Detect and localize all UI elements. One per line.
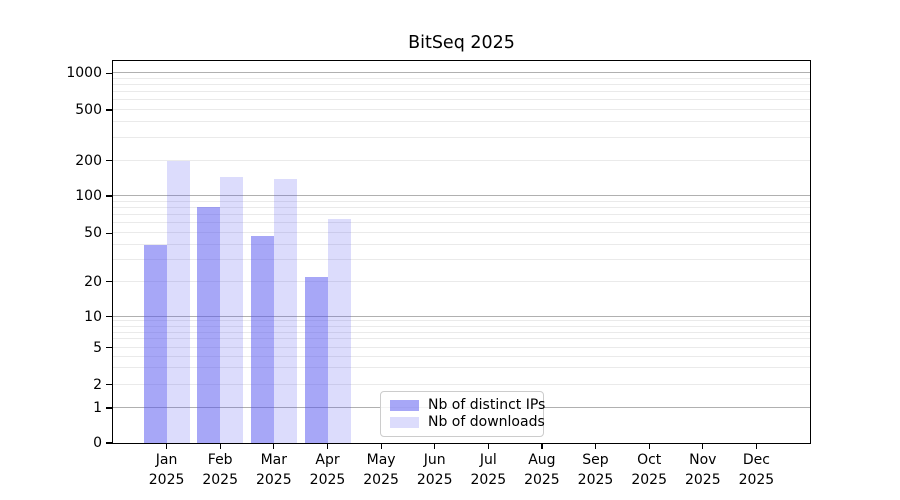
y-tick-mark [106,195,113,197]
y-tick-label: 0 [93,435,102,451]
bar-distinct-ips [143,244,167,443]
legend: Nb of distinct IPs Nb of downloads [380,391,545,437]
y-tick-mark [106,232,113,234]
y-gridline-minor [113,214,810,216]
y-tick-mark [106,316,113,318]
x-tick-label: Jan 2025 [148,452,185,488]
y-gridline-major [113,72,810,74]
x-tick-label: Mar 2025 [255,452,292,488]
y-tick-label: 50 [84,225,102,242]
y-gridline-minor [113,325,810,327]
x-tick-mark [487,443,489,449]
y-gridline-minor [113,84,810,86]
gridlines-layer [113,61,810,443]
legend-swatch-distinct-ips-icon [390,400,419,411]
y-gridline-minor [113,243,810,245]
bars-layer [113,61,810,443]
x-tick-mark [326,443,329,449]
y-gridline-minor [113,280,810,282]
x-tick-label: Jul 2025 [470,452,507,488]
y-tick-label: 5 [93,339,102,356]
y-tick-label: 1000 [66,65,102,82]
bar-downloads [273,178,297,443]
x-tick-label: Feb 2025 [202,452,238,488]
y-tick-label: 20 [84,273,102,290]
y-gridline-minor [113,232,810,234]
x-tick-mark [541,443,543,449]
y-tick-label: 2 [93,376,102,393]
y-tick-mark [106,384,113,386]
y-gridline-minor [113,159,810,161]
y-tick-mark [106,109,113,111]
legend-swatch-downloads-icon [390,417,419,428]
y-gridline-minor [113,206,810,208]
y-gridline-minor [113,200,810,202]
x-tick-label: Nov 2025 [684,452,721,488]
x-tick-mark [219,443,221,449]
bar-downloads [166,160,190,443]
x-tick-mark [166,443,168,449]
x-tick-label: Sep 2025 [577,452,614,488]
y-gridline-minor [113,367,810,369]
y-tick-label: 200 [75,152,102,169]
y-tick-mark [106,160,113,162]
x-tick-mark [648,443,650,449]
y-gridline-minor [113,383,810,385]
y-tick-label: 1 [93,400,102,416]
bar-distinct-ips [197,207,221,443]
x-tick-mark [594,443,597,449]
x-tick-mark [702,443,704,449]
x-tick-label: Apr 2025 [309,452,346,488]
y-gridline-major [113,315,810,317]
x-tick-mark [434,443,436,449]
y-gridline-minor [113,77,810,79]
x-tick-label: Aug 2025 [524,452,560,488]
bar-downloads [327,219,351,443]
y-tick-label: 100 [75,187,102,204]
y-gridline-minor [113,259,810,261]
y-gridline-minor [113,91,810,93]
y-tick-mark [106,407,113,409]
chart-title: BitSeq 2025 [408,33,515,53]
y-gridline-minor [113,338,810,340]
y-tick-label: 10 [84,308,102,325]
y-gridline-minor [113,222,810,224]
y-gridline-minor [113,320,810,322]
y-tick-mark [106,346,113,349]
y-tick-label: 500 [75,101,102,118]
legend-row-downloads: Nb of downloads [390,415,545,430]
x-tick-label: May 2025 [363,452,399,488]
y-gridline-minor [113,108,810,110]
y-tick-mark [106,72,113,74]
y-tick-mark [106,280,113,283]
y-tick-mark [106,442,113,444]
x-tick-label: Oct 2025 [631,452,667,488]
legend-row-distinct-ips: Nb of distinct IPs [390,398,545,413]
x-tick-mark [755,443,758,449]
y-gridline-major [113,194,810,196]
x-tick-label: Jun 2025 [416,452,453,488]
bar-distinct-ips [250,236,274,443]
y-gridline-minor [113,137,810,139]
legend-label-distinct-ips: Nb of distinct IPs [428,397,546,413]
x-tick-label: Dec 2025 [738,452,775,488]
legend-label-downloads: Nb of downloads [428,414,545,430]
y-gridline-minor [113,99,810,101]
y-gridline-minor [113,346,810,348]
plot-area [113,61,810,443]
y-gridline-minor [113,121,810,123]
bar-downloads [220,177,244,443]
y-gridline-minor [113,355,810,357]
x-tick-mark [273,443,275,449]
bar-distinct-ips [304,276,328,443]
y-gridline-minor [113,331,810,333]
x-tick-mark [380,443,382,449]
